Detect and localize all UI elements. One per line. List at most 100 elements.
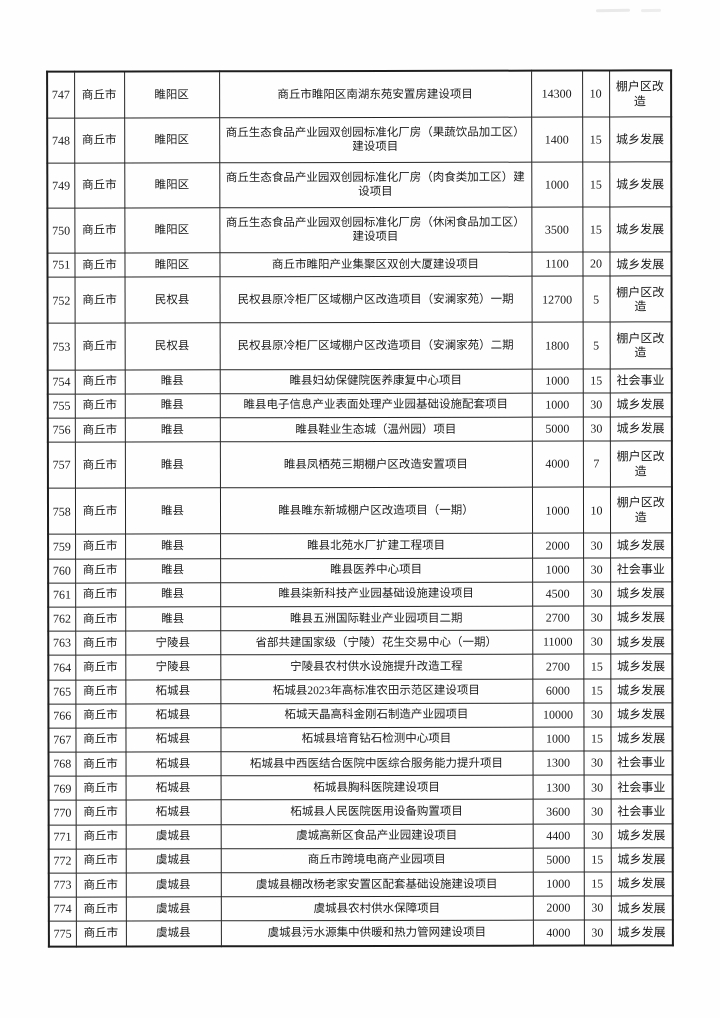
cell-category: 棚户区改造 <box>609 441 672 488</box>
cell-county: 柘城县 <box>125 679 221 704</box>
cell-category: 社会事业 <box>609 368 672 393</box>
cell-seq: 756 <box>47 418 75 443</box>
cell-project: 睢县睢东新城棚户区改造项目（一期） <box>219 487 533 535</box>
cell-seq: 749 <box>47 163 75 209</box>
cell-pct: 30 <box>583 920 611 946</box>
cell-county: 睢阳区 <box>124 118 220 164</box>
cell-category: 社会事业 <box>610 775 673 800</box>
cell-amount: 6000 <box>532 678 584 703</box>
cell-category: 城乡发展 <box>610 871 673 897</box>
cell-category: 城乡发展 <box>609 117 672 163</box>
cell-project: 睢县妇幼保健院医养康复中心项目 <box>219 368 532 394</box>
cell-amount: 1000 <box>531 392 583 418</box>
cell-project: 宁陵县农村供水设施提升改造工程 <box>220 654 533 680</box>
cell-city: 商丘市 <box>74 163 125 209</box>
cell-category: 棚户区改造 <box>609 70 672 118</box>
cell-amount: 1000 <box>531 162 583 208</box>
cell-project: 商丘市睢阳产业集聚区双创大厦建设项目 <box>219 252 532 278</box>
cell-county: 睢县 <box>124 393 220 418</box>
cell-city: 商丘市 <box>74 417 125 443</box>
table-row: 755 商丘市 睢县 睢县电子信息产业表面处理产业园基础设施配套项目 1000 … <box>47 392 672 419</box>
cell-city: 商丘市 <box>74 323 125 370</box>
cell-category: 城乡发展 <box>610 920 673 946</box>
cell-project: 商丘生态食品产业园双创园标准化厂房（休闲食品加工区）建设项目 <box>219 207 532 253</box>
cell-category: 城乡发展 <box>610 605 673 631</box>
cell-category: 城乡发展 <box>610 847 673 872</box>
cell-seq: 762 <box>48 607 76 632</box>
cell-county: 睢县 <box>125 558 221 583</box>
cell-project: 商丘市跨境电商产业园项目 <box>220 847 533 873</box>
cell-county: 睢县 <box>124 488 221 535</box>
cell-city: 商丘市 <box>74 277 125 324</box>
cell-city: 商丘市 <box>75 824 126 849</box>
table-row: 760 商丘市 睢县 睢县医养中心项目 1000 30 社会事业 <box>48 557 673 583</box>
cell-county: 柘城县 <box>125 776 221 801</box>
projects-table: 747 商丘市 睢阳区 商丘市睢阳区南湖东苑安置房建设项目 14300 10 棚… <box>46 69 674 948</box>
cell-seq: 763 <box>48 631 76 656</box>
cell-county: 虞城县 <box>125 824 221 849</box>
cell-seq: 772 <box>48 848 76 874</box>
cell-amount: 4400 <box>532 823 584 848</box>
table-row: 749 商丘市 睢阳区 商丘生态食品产业园双创园标准化厂房（肉食类加工区）建设项… <box>47 162 672 209</box>
table-row: 759 商丘市 睢县 睢县北苑水厂扩建工程项目 2000 30 城乡发展 <box>48 533 673 559</box>
cell-pct: 30 <box>583 799 611 824</box>
cell-pct: 30 <box>583 823 611 848</box>
cell-county: 柘城县 <box>125 727 221 753</box>
cell-city: 商丘市 <box>75 848 126 874</box>
cell-city: 商丘市 <box>75 776 126 801</box>
cell-county: 柘城县 <box>125 800 221 825</box>
cell-amount: 1000 <box>532 557 584 582</box>
cell-seq: 748 <box>47 118 75 164</box>
cell-amount: 1300 <box>532 775 584 800</box>
cell-amount: 1100 <box>531 252 583 277</box>
cell-seq: 766 <box>48 703 76 729</box>
cell-pct: 30 <box>583 702 611 727</box>
table-row: 764 商丘市 宁陵县 宁陵县农村供水设施提升改造工程 2700 15 城乡发展 <box>48 654 673 680</box>
table-row: 748 商丘市 睢阳区 商丘生态食品产业园双创园标准化厂房（果蔬饮品加工区）建设… <box>47 117 672 164</box>
cell-county: 睢阳区 <box>124 71 220 119</box>
cell-pct: 30 <box>582 416 610 442</box>
cell-project: 柘城县中西医结合医院中医综合服务能力提升项目 <box>220 751 533 777</box>
cell-city: 商丘市 <box>74 442 125 489</box>
table-row: 752 商丘市 民权县 民权县原冷柜厂区域棚户区改造项目（安澜家苑）一期 127… <box>47 276 672 324</box>
cell-pct: 30 <box>583 605 611 631</box>
cell-amount: 5000 <box>532 847 584 873</box>
cell-city: 商丘市 <box>74 118 125 164</box>
cell-seq: 769 <box>48 776 76 801</box>
cell-seq: 760 <box>48 558 76 583</box>
cell-project: 睢县北苑水厂扩建工程项目 <box>220 533 533 559</box>
cell-amount: 1300 <box>532 751 584 776</box>
table-row: 770 商丘市 柘城县 柘城县人民医院医用设备购置项目 3600 30 社会事业 <box>48 799 673 825</box>
cell-pct: 20 <box>582 252 610 277</box>
cell-city: 商丘市 <box>75 800 126 825</box>
cell-city: 商丘市 <box>75 558 126 583</box>
cell-pct: 15 <box>583 726 611 752</box>
cell-amount: 1000 <box>532 726 584 752</box>
cell-pct: 30 <box>583 896 611 921</box>
cell-county: 民权县 <box>124 323 220 370</box>
scan-artifact <box>640 8 662 13</box>
table-row: 757 商丘市 睢县 睢县凤栖苑三期棚户区改造安置项目 4000 7 棚户区改造 <box>47 441 672 489</box>
cell-pct: 15 <box>583 847 611 873</box>
cell-city: 商丘市 <box>75 534 126 559</box>
cell-seq: 774 <box>48 897 76 922</box>
cell-amount: 1000 <box>531 487 584 534</box>
table-row: 750 商丘市 睢阳区 商丘生态食品产业园双创园标准化厂房（休闲食品加工区）建设… <box>47 207 672 254</box>
cell-city: 商丘市 <box>75 606 126 632</box>
cell-county: 睢县 <box>124 441 220 489</box>
cell-category: 城乡发展 <box>610 726 673 752</box>
cell-city: 商丘市 <box>74 488 126 535</box>
cell-project: 商丘生态食品产业园双创园标准化厂房（肉食类加工区）建设项目 <box>219 162 532 209</box>
cell-county: 虞城县 <box>125 921 221 947</box>
table-row: 766 商丘市 柘城县 柘城天晶高科金刚石制造产业园项目 10000 30 城乡… <box>48 702 673 729</box>
cell-city: 商丘市 <box>75 897 126 922</box>
cell-category: 城乡发展 <box>609 207 672 253</box>
cell-project: 虞城县污水源集中供暖和热力管网建设项目 <box>220 920 533 947</box>
scan-artifact <box>595 8 631 13</box>
table-row: 775 商丘市 虞城县 虞城县污水源集中供暖和热力管网建设项目 4000 30 … <box>48 920 673 947</box>
cell-seq: 754 <box>47 369 75 394</box>
table-row: 756 商丘市 睢县 睢县鞋业生态城（温州园）项目 5000 30 城乡发展 <box>47 416 672 443</box>
cell-pct: 30 <box>583 533 611 558</box>
cell-category: 城乡发展 <box>610 678 673 703</box>
